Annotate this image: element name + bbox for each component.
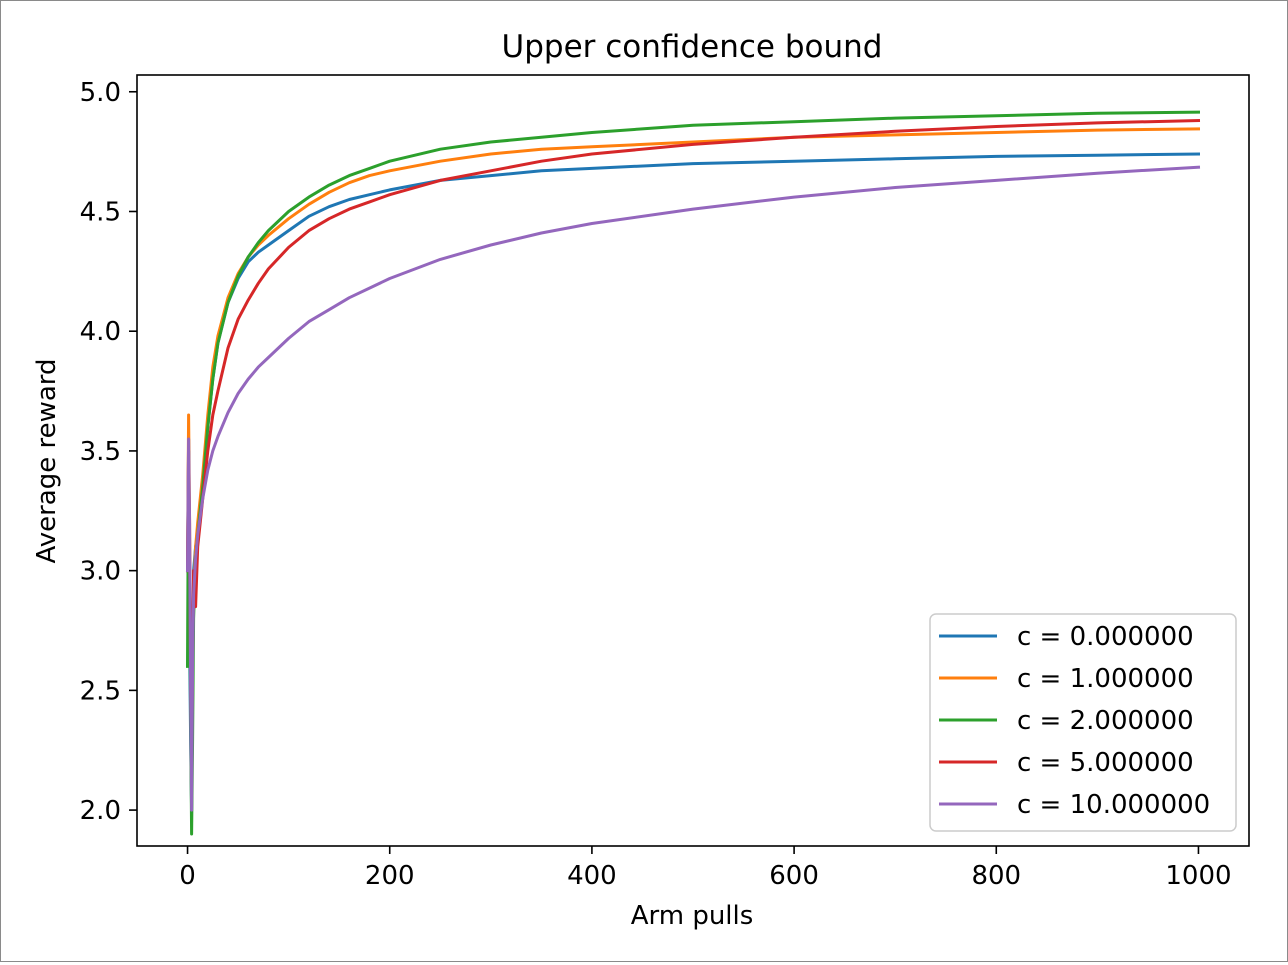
y-tick-label: 4.0	[80, 317, 121, 347]
x-tick-label: 400	[567, 861, 617, 891]
x-tick-label: 1000	[1165, 861, 1231, 891]
legend-label-3: c = 2.000000	[1017, 706, 1194, 736]
y-tick-label: 2.5	[80, 676, 121, 706]
series-line-5	[185, 165, 1201, 812]
y-tick-label: 2.0	[80, 796, 121, 826]
legend-label-2: c = 1.000000	[1017, 664, 1194, 694]
series-layer	[185, 110, 1201, 836]
legend-label-5: c = 10.000000	[1017, 790, 1210, 820]
legend-label-4: c = 5.000000	[1017, 748, 1194, 778]
x-tick-label: 800	[971, 861, 1021, 891]
x-tick-label: 200	[365, 861, 415, 891]
x-axis-label: Arm pulls	[631, 901, 754, 931]
x-tick-label: 0	[179, 861, 196, 891]
legend-items: c = 0.000000 c = 1.000000 c = 2.000000 c = …	[939, 622, 1210, 820]
y-axis-ticks: 2.0 2.5 3.0 3.5 4.0 4.5 5.0	[80, 78, 137, 826]
plot-area-frame	[136, 74, 1250, 847]
legend: c = 0.000000 c = 1.000000 c = 2.000000 c = …	[929, 613, 1237, 832]
y-tick-label: 3.5	[80, 437, 121, 467]
legend-box	[929, 613, 1237, 832]
y-tick-label: 4.5	[80, 197, 121, 227]
y-tick-label: 3.0	[80, 557, 121, 587]
chart-title: Upper confidence bound	[502, 29, 883, 65]
y-axis-label: Average reward	[32, 358, 62, 563]
legend-label-1: c = 0.000000	[1017, 622, 1194, 652]
y-tick-label: 5.0	[80, 78, 121, 108]
x-axis-ticks: 0 200 400 600 800 1000	[179, 846, 1232, 891]
x-tick-label: 600	[769, 861, 819, 891]
